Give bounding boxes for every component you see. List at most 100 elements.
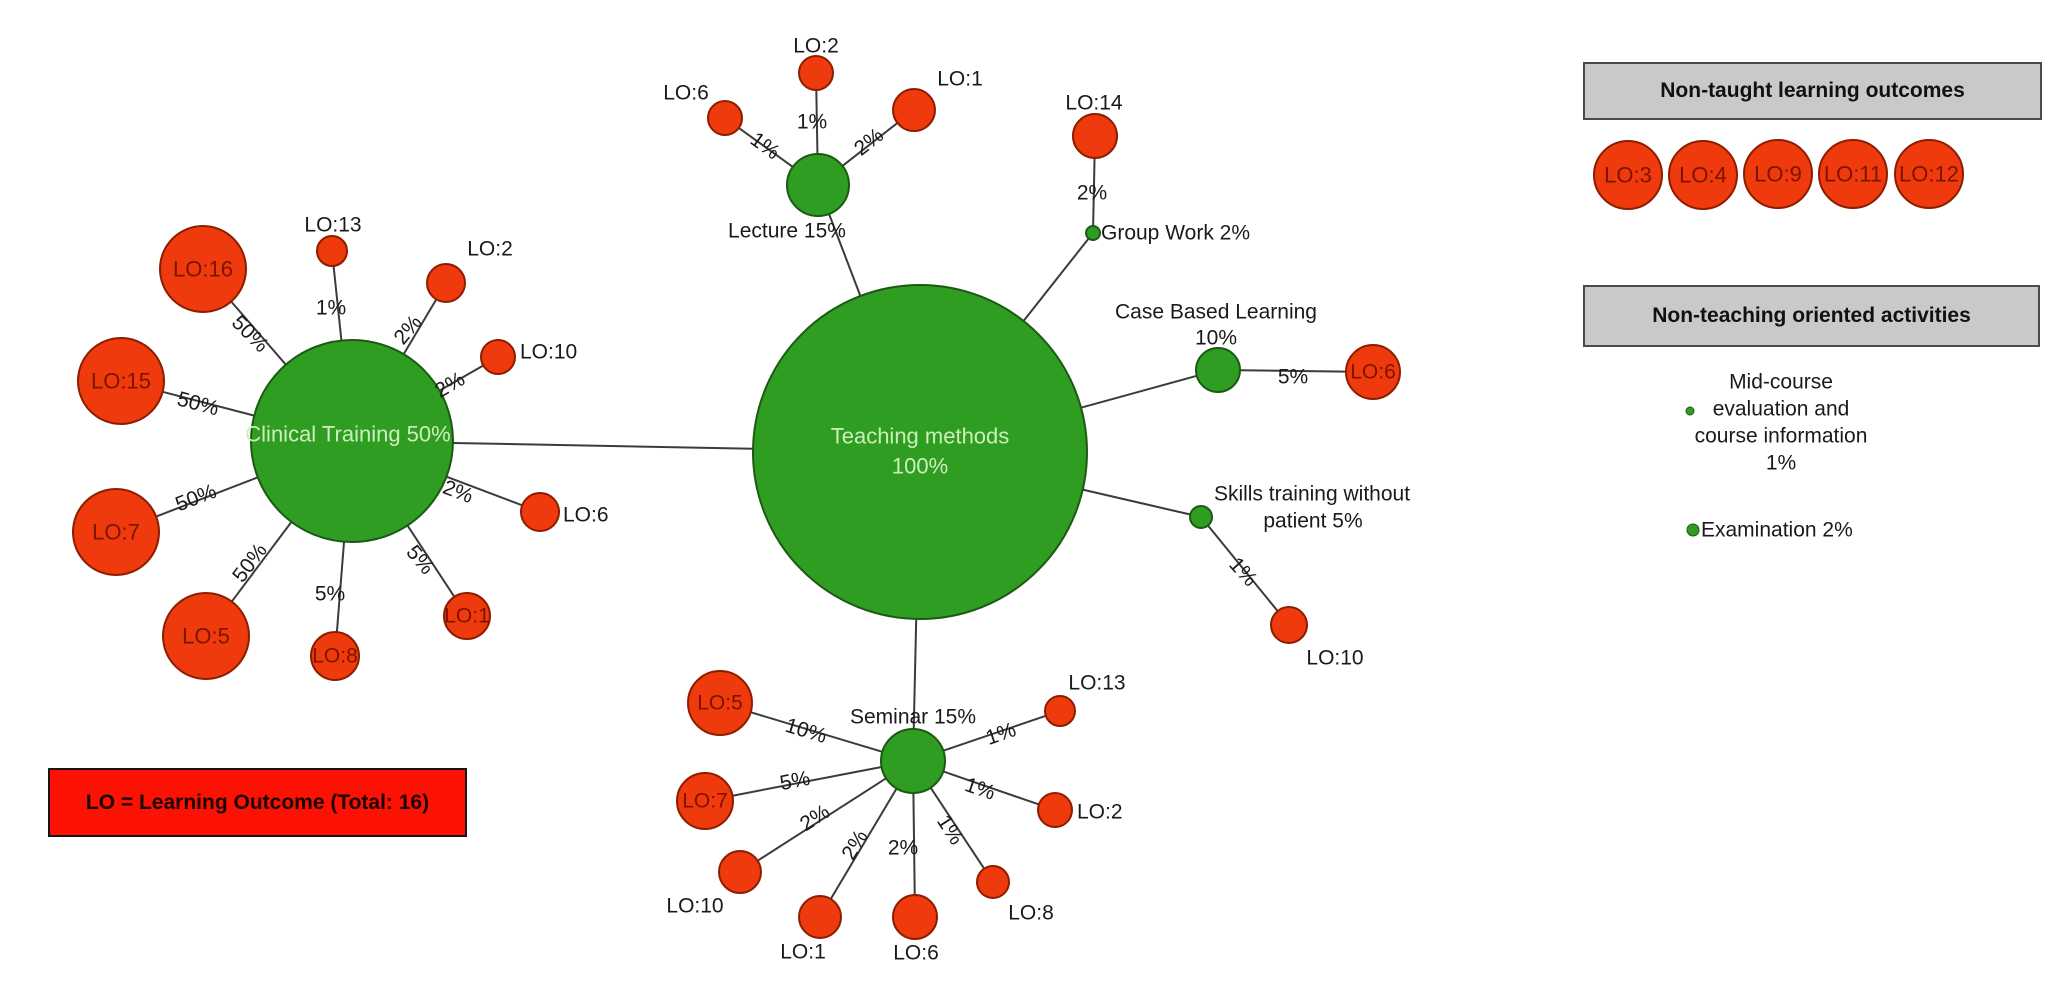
edge-skills-sk-lo10 — [1207, 524, 1279, 612]
edge-label-seminar-sem-lo13: 1% — [983, 718, 1019, 750]
node-ct-lo5 — [162, 592, 250, 680]
edge-lecture-lec-lo6 — [738, 127, 794, 168]
label-seminar-15-: Seminar 15% — [850, 706, 976, 729]
edge-clinical-ct-lo7 — [155, 476, 259, 518]
label-lo-10: LO:10 — [520, 341, 577, 364]
node-case-based — [1195, 347, 1241, 393]
edge-lecture-lec-lo2 — [815, 89, 819, 155]
label-lo-10: LO:10 — [666, 895, 723, 918]
edge-teaching-lecture — [828, 213, 862, 297]
edge-seminar-sem-lo10 — [757, 777, 887, 862]
edge-clinical-ct-lo1 — [406, 524, 456, 598]
label-lo-6: LO:6 — [663, 82, 709, 105]
edge-seminar-sem-lo6 — [912, 792, 916, 896]
label-10-: 10% — [1195, 327, 1237, 350]
edge-seminar-sem-lo8 — [929, 787, 986, 870]
node-lecture — [786, 153, 850, 217]
label-lo-8: LO:8 — [312, 645, 358, 668]
legend-activity-dot-examination — [1686, 523, 1700, 537]
legend-activity-text-examination-0: Examination 2% — [1701, 519, 1853, 542]
node-sem-lo2 — [1037, 792, 1073, 828]
node-teaching — [752, 284, 1088, 620]
edge-seminar-sem-lo2 — [942, 770, 1040, 806]
edge-clinical-ct-lo5 — [230, 521, 293, 603]
legend-non-taught-title: Non-taught learning outcomes — [1583, 62, 2042, 120]
edge-clinical-ct-lo10 — [439, 364, 484, 392]
edge-label-seminar-sem-lo10: 2% — [796, 800, 834, 836]
node-ct-lo16 — [159, 225, 247, 313]
node-ct-lo7 — [72, 488, 160, 576]
node-gw-lo14 — [1072, 113, 1118, 159]
edge-teaching-case-based — [1080, 374, 1198, 409]
node-ct-lo2 — [426, 263, 466, 303]
edge-label-seminar-sem-lo5: 10% — [783, 714, 830, 748]
label-lo-7: LO:7 — [682, 790, 728, 813]
label-lo-13: LO:13 — [1068, 672, 1125, 695]
edge-label-seminar-sem-lo1: 2% — [837, 826, 872, 864]
edge-label-lecture-lec-lo6: 1% — [746, 128, 784, 164]
legend-outcome-lo-4 — [1668, 140, 1738, 210]
label-lo-6: LO:6 — [1350, 361, 1396, 384]
legend-outcome-lo-3 — [1593, 140, 1663, 210]
node-sem-lo7 — [676, 772, 734, 830]
node-ct-lo13 — [316, 235, 348, 267]
edge-seminar-sem-lo7 — [732, 766, 882, 797]
legend-outcome-lo-11 — [1818, 139, 1888, 209]
edge-label-seminar-sem-lo8: 1% — [932, 811, 968, 849]
node-lec-lo6 — [707, 100, 743, 136]
edge-label-clinical-ct-lo1: 5% — [401, 541, 438, 579]
node-ct-lo10 — [480, 339, 516, 375]
edge-label-clinical-ct-lo16: 50% — [227, 311, 273, 357]
label-lo-8: LO:8 — [1008, 902, 1054, 925]
note-box: LO = Learning Outcome (Total: 16) — [48, 768, 467, 837]
edge-group-work-gw-lo14 — [1092, 157, 1096, 227]
label-lo-5: LO:5 — [697, 692, 743, 715]
edge-label-clinical-ct-lo2: 2% — [389, 311, 426, 349]
label-lo-2: LO:2 — [1077, 801, 1123, 824]
edge-seminar-sem-lo13 — [942, 714, 1047, 752]
legend-outcome-label-lo-9: LO:9 — [1754, 162, 1802, 187]
legend-outcome-label-lo-11: LO:11 — [1824, 162, 1882, 187]
node-ct-lo8 — [310, 631, 360, 681]
label-case-based-learning: Case Based Learning — [1115, 301, 1317, 324]
label-lo-6: LO:6 — [893, 942, 939, 965]
legend-activity-text-mid-course-evaluation-2: course information — [1695, 425, 1868, 448]
node-ct-lo1 — [443, 592, 491, 640]
label-lo-1: LO:1 — [780, 941, 826, 964]
label-teaching-methods: Teaching methods — [831, 424, 1010, 449]
legend-outcome-lo-12 — [1894, 139, 1964, 209]
edge-clinical-ct-lo15 — [162, 390, 255, 417]
edge-teaching-seminar — [912, 618, 918, 730]
edge-teaching-skills — [1082, 488, 1191, 516]
edge-teaching-clinical — [452, 441, 754, 450]
edge-label-seminar-sem-lo7: 5% — [778, 767, 812, 795]
label-lo-2: LO:2 — [467, 238, 513, 261]
edge-label-clinical-ct-lo5: 50% — [228, 539, 272, 586]
legend-activities-title: Non-teaching oriented activities — [1583, 285, 2040, 347]
legend-activity-text-mid-course-evaluation-0: Mid-course — [1729, 371, 1833, 394]
node-sem-lo8 — [976, 865, 1010, 899]
node-skills — [1189, 505, 1213, 529]
label-lo-15: LO:15 — [91, 369, 151, 394]
label-lo-13: LO:13 — [304, 214, 361, 237]
node-sem-lo5 — [687, 670, 753, 736]
node-sem-lo6 — [892, 894, 938, 940]
node-group-work — [1085, 225, 1101, 241]
node-cb-lo6 — [1345, 344, 1401, 400]
label-lo-7: LO:7 — [92, 520, 140, 545]
legend-activity-text-mid-course-evaluation-3: 1% — [1766, 452, 1796, 475]
edge-case-based-cb-lo6 — [1239, 369, 1347, 373]
legend-outcome-label-lo-4: LO:4 — [1679, 163, 1727, 188]
node-sem-lo10 — [718, 850, 762, 894]
label-clinical-training-50-: Clinical Training 50% — [245, 422, 450, 447]
edge-label-seminar-sem-lo6: 2% — [888, 837, 918, 860]
edge-label-lecture-lec-lo2: 1% — [797, 111, 827, 134]
node-ct-lo6 — [520, 492, 560, 532]
edge-clinical-ct-lo8 — [335, 541, 346, 633]
edge-lecture-lec-lo1 — [841, 122, 899, 167]
node-lec-lo1 — [892, 88, 936, 132]
label-100-: 100% — [892, 454, 948, 479]
label-lo-5: LO:5 — [182, 624, 230, 649]
